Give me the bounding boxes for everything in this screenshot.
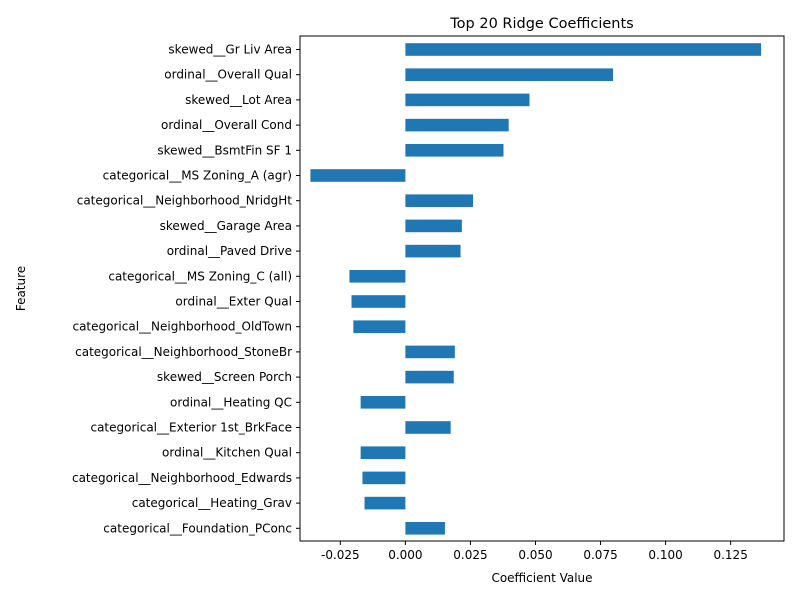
bar-6 <box>310 169 406 182</box>
bar-4 <box>405 118 509 132</box>
y-tick-label: categorical__Neighborhood_OldTown <box>72 320 292 334</box>
y-tick-label: ordinal__Kitchen Qual <box>162 446 292 460</box>
bar-9 <box>405 244 461 258</box>
y-tick-label: categorical__Exterior 1st_BrkFace <box>90 421 292 435</box>
y-tick-label: ordinal__Paved Drive <box>167 244 292 258</box>
bar-17 <box>360 446 406 459</box>
bar-7 <box>405 194 474 207</box>
x-axis-label: Coefficient Value <box>491 571 592 585</box>
y-tick-label: skewed__BsmtFin SF 1 <box>157 143 292 157</box>
y-tick-label: ordinal__Overall Cond <box>161 118 292 132</box>
y-axis-label: Feature <box>14 266 28 311</box>
y-tick-label: skewed__Lot Area <box>185 93 292 107</box>
chart-title: Top 20 Ridge Coefficients <box>449 16 633 32</box>
bar-19 <box>364 496 406 510</box>
y-axis-ticks: skewed__Gr Liv Area ordinal__Overall Qual… <box>72 43 300 535</box>
x-tick-label: 0.125 <box>713 548 747 562</box>
y-tick-label: categorical__Foundation_PConc <box>103 521 292 535</box>
y-tick-label: skewed__Garage Area <box>160 219 292 233</box>
bar-8 <box>405 219 462 233</box>
y-tick-label: categorical__Neighborhood_NridgHt <box>77 194 293 208</box>
bar-20 <box>405 522 445 535</box>
x-tick-label: 0.025 <box>453 548 487 562</box>
y-tick-label: ordinal__Heating QC <box>170 395 292 409</box>
bar-3 <box>405 93 530 107</box>
bar-10 <box>349 270 406 283</box>
bar-2 <box>405 68 614 81</box>
bar-12 <box>353 320 406 333</box>
bar-16 <box>405 421 451 434</box>
bars-group <box>310 43 762 535</box>
bar-15 <box>360 396 406 409</box>
y-tick-label: categorical__MS Zoning_A (agr) <box>103 169 292 183</box>
bar-11 <box>351 295 406 308</box>
y-tick-label: categorical__Neighborhood_StoneBr <box>75 345 292 359</box>
y-tick-label: categorical__Neighborhood_Edwards <box>72 471 292 485</box>
bar-5 <box>405 144 504 157</box>
x-tick-label: 0.000 <box>388 548 422 562</box>
y-tick-label: ordinal__Exter Qual <box>175 295 292 309</box>
x-axis-ticks: -0.025 0.000 0.025 0.050 0.075 0.100 0.125 <box>321 541 748 562</box>
x-tick-label: -0.025 <box>321 548 360 562</box>
bar-18 <box>362 471 406 485</box>
y-tick-label: skewed__Gr Liv Area <box>168 43 292 57</box>
y-tick-label: categorical__MS Zoning_C (all) <box>108 269 292 283</box>
plot-frame <box>299 35 785 542</box>
y-tick-label: skewed__Screen Porch <box>157 370 292 384</box>
y-tick-label: ordinal__Overall Qual <box>164 68 292 82</box>
bar-14 <box>405 370 454 384</box>
x-tick-label: 0.075 <box>583 548 617 562</box>
bar-13 <box>405 345 455 359</box>
y-tick-label: categorical__Heating_Grav <box>132 496 292 510</box>
x-tick-label: 0.050 <box>518 548 552 562</box>
bar-1 <box>405 43 762 56</box>
x-tick-label: 0.100 <box>648 548 682 562</box>
